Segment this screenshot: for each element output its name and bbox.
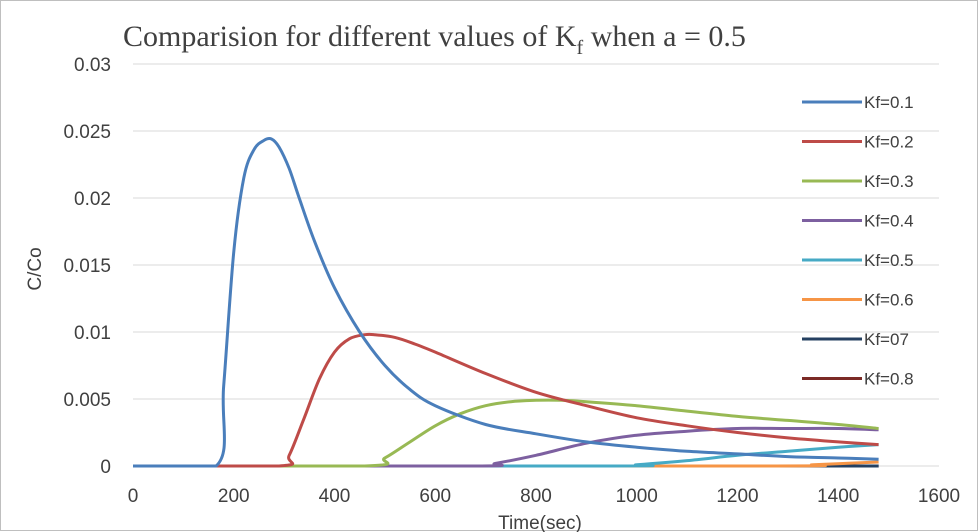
x-tick-label: 1200	[716, 486, 758, 507]
axes: 0 0.005 0.01 0.015 0.02 0.025 0.03 0 200 400 600 80…	[63, 55, 960, 507]
legend-label: Kf=0.5	[864, 251, 914, 270]
y-tick-label: 0.015	[63, 256, 111, 277]
x-tick-label: 800	[520, 486, 552, 507]
y-tick-label: 0.025	[63, 122, 111, 143]
y-tick-label: 0	[100, 457, 111, 478]
legend-label: Kf=07	[864, 330, 909, 349]
y-tick-label: 0.01	[74, 323, 111, 344]
x-tick-label: 400	[319, 486, 351, 507]
legend-label: Kf=0.3	[864, 172, 914, 191]
legend-label: Kf=0.8	[864, 370, 914, 389]
legend-label: Kf=0.1	[864, 93, 914, 112]
series-line	[133, 398, 879, 468]
y-tick-label: 0.005	[63, 390, 111, 411]
x-tick-label: 200	[218, 486, 250, 507]
x-tick-label: 1000	[616, 486, 658, 507]
y-tick-label: 0.02	[74, 189, 111, 210]
x-tick-label: 1600	[918, 486, 960, 507]
gridlines	[133, 63, 939, 400]
legend-label: Kf=0.2	[864, 133, 914, 152]
x-tick-label: 1400	[817, 486, 859, 507]
series-lines	[133, 136, 879, 468]
series-line	[133, 332, 879, 468]
y-tick-label: 0.03	[74, 55, 111, 76]
legend: Kf=0.1 Kf=0.2 Kf=0.3 Kf=0.4 Kf=0.5 Kf=0.6 Kf=0…	[802, 93, 914, 389]
series-line	[133, 426, 879, 468]
legend-label: Kf=0.4	[864, 212, 914, 231]
x-axis-title: Time(sec)	[498, 513, 582, 532]
x-tick-label: 600	[419, 486, 451, 507]
legend-label: Kf=0.6	[864, 291, 914, 310]
x-tick-label: 0	[128, 486, 139, 507]
y-axis-title: C/Co	[25, 247, 46, 290]
series-line	[133, 136, 879, 468]
chart-title: Comparision for different values of Kf w…	[123, 20, 746, 59]
